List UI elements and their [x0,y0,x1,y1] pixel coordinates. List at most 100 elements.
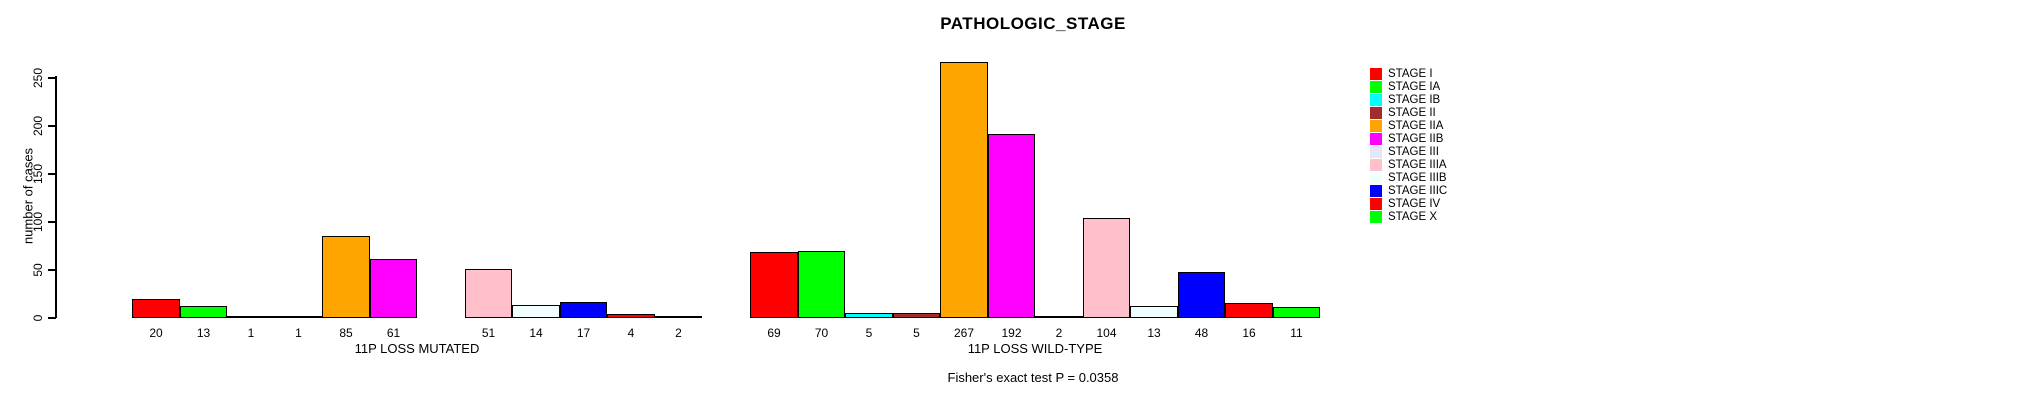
bar-stage-ib [845,313,893,318]
bar-value-label: 51 [481,326,496,340]
group-label-wild-type: 11P LOSS WILD-TYPE [967,341,1103,356]
legend-item: STAGE IIIC [1370,184,1447,197]
y-tick-mark [48,173,56,175]
bar-value-label: 2 [1055,326,1063,340]
bar-stage-iiia [464,269,512,318]
legend-item: STAGE IV [1370,197,1440,210]
legend-swatch [1370,145,1382,158]
legend-label: STAGE IB [1388,93,1441,106]
bar-stage-x [654,316,702,318]
bar-stage-i [750,252,798,318]
bar-value-label: 192 [1001,326,1022,340]
bar-stage-iia [322,236,370,318]
bar-stage-iv [1225,303,1273,318]
bar-stage-iiib [512,305,560,318]
legend-label: STAGE IIIA [1388,158,1447,171]
legend-swatch [1370,106,1382,119]
bar-stage-x [1272,307,1320,318]
legend-item: STAGE III [1370,145,1439,158]
bar-stage-iiia [1082,218,1130,318]
y-tick-mark [48,269,56,271]
bar-value-label: 70 [814,326,829,340]
bar-value-label: 16 [1242,326,1256,340]
bar-value-label: 11 [1290,326,1303,340]
legend-item: STAGE IIB [1370,132,1443,145]
legend-label: STAGE IIIB [1388,171,1447,184]
y-tick-mark [48,77,56,79]
bar-value-label: 1 [247,326,255,340]
bar-value-label: 13 [196,326,211,340]
legend-swatch [1370,80,1382,93]
bar-stage-iiib [1130,306,1178,318]
legend-label: STAGE IIB [1388,132,1444,145]
bar-value-label: 13 [1147,326,1161,340]
legend-label: STAGE IV [1388,197,1441,210]
y-axis-line [55,76,57,318]
y-tick-label: 250 [31,67,45,89]
legend-item: STAGE IIA [1370,119,1443,132]
legend-label: STAGE IA [1388,80,1441,93]
legend-item: STAGE I [1370,67,1433,80]
legend-label: STAGE III [1388,145,1439,158]
y-tick-label: 100 [31,211,45,233]
bar-value-label: 5 [913,326,920,340]
bar-value-label: 1 [295,326,302,340]
bar-stage-iv [607,314,655,318]
bar-value-label: 2 [675,326,682,340]
y-tick-label: 150 [31,163,45,185]
bar-value-label: 4 [627,326,635,340]
bar-value-label: 5 [865,326,873,340]
legend-item: STAGE IB [1370,93,1440,106]
legend-label: STAGE IIIC [1388,184,1448,197]
y-tick-mark [48,221,56,223]
bar-stage-ia [179,306,227,318]
bar-value-label: 17 [576,326,591,340]
bar-stage-ii [892,313,940,318]
legend-swatch [1370,93,1382,106]
bar-stage-ii [274,316,322,318]
y-tick-mark [48,125,56,127]
legend-item: STAGE X [1370,210,1437,223]
y-tick-label: 50 [31,263,45,277]
chart-title: PATHOLOGIC_STAGE [940,14,1126,33]
bar-stage-i [132,299,180,318]
y-tick-label: 0 [31,314,45,322]
legend-item: STAGE IIIB [1370,171,1447,184]
legend-label: STAGE I [1388,67,1433,80]
bar-value-label: 20 [149,326,163,340]
bar-value-label: 14 [529,326,543,340]
bar-value-label: 69 [767,326,781,340]
legend-swatch [1370,67,1382,80]
fisher-test-annotation: Fisher's exact test P = 0.0358 [947,370,1119,385]
bar-stage-ia [797,251,845,318]
bar-stage-iiic [559,302,607,318]
bar-stage-iib [369,259,417,318]
legend-label: STAGE II [1388,106,1436,119]
bar-value-label: 104 [1096,326,1117,340]
group-label-mutated: 11P LOSS MUTATED [354,341,480,356]
bar-stage-iib [987,134,1035,318]
bar-value-label: 48 [1194,326,1209,340]
bar-stage-iiic [1177,272,1225,318]
bar-value-label: 267 [953,326,975,340]
legend-item: STAGE IIIA [1370,158,1447,171]
legend-swatch [1370,184,1382,197]
legend-swatch [1370,132,1382,145]
bar-value-label: 85 [339,326,353,340]
legend-swatch [1370,119,1382,132]
legend-swatch [1370,158,1382,171]
bar-value-label: 61 [386,326,401,340]
y-tick-mark [48,317,56,319]
legend-swatch [1370,171,1382,184]
bar-stage-iia [940,62,988,318]
legend-swatch [1370,197,1382,210]
bar-stage-iii [1035,316,1083,318]
legend-item: STAGE II [1370,106,1436,119]
legend-label: STAGE IIA [1388,119,1444,132]
legend-swatch [1370,210,1382,223]
y-tick-label: 200 [31,115,45,137]
bar-stage-ib [227,316,275,318]
legend-item: STAGE IA [1370,80,1440,93]
legend-label: STAGE X [1388,210,1437,223]
